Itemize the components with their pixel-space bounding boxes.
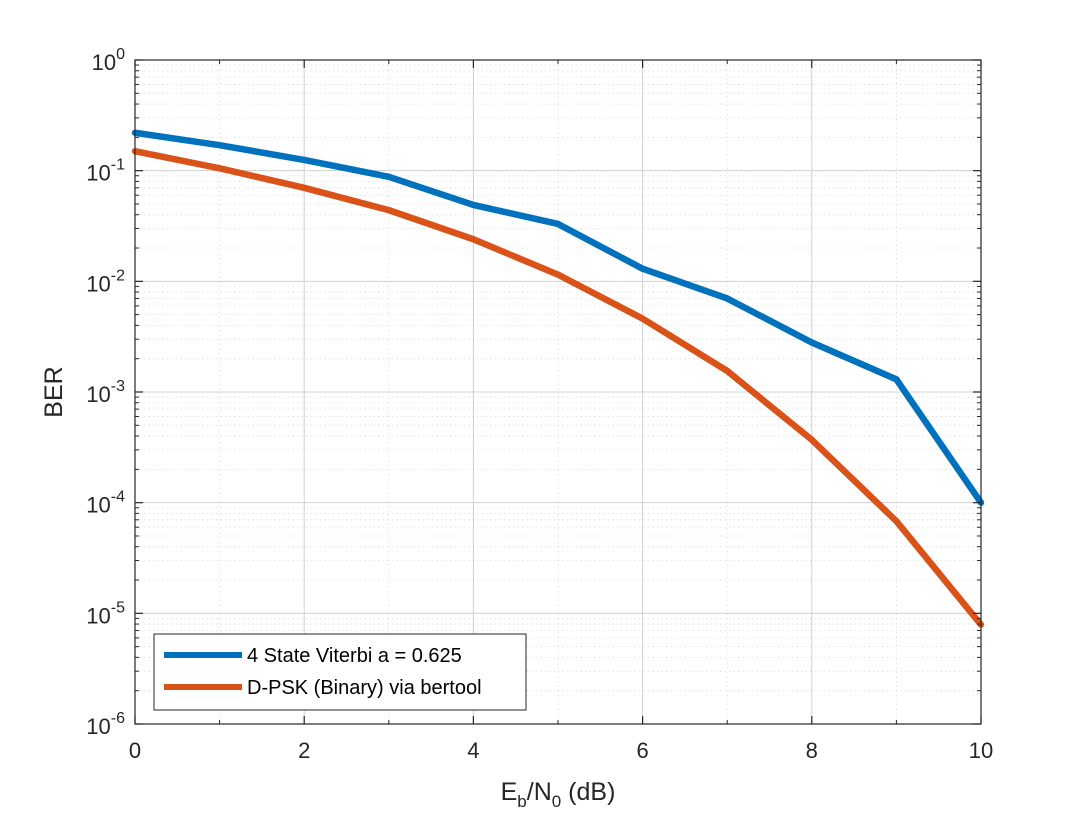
- legend-box: [153, 633, 527, 711]
- legend: 4 State Viterbi a = 0.625 D-PSK (Binary)…: [153, 633, 527, 711]
- data-point-dpsk: [216, 165, 223, 172]
- data-point-viterbi: [554, 220, 562, 228]
- data-point-dpsk: [893, 518, 900, 525]
- data-point-viterbi: [808, 339, 815, 346]
- y-axis-label: BER: [40, 366, 68, 417]
- data-point-dpsk: [639, 315, 646, 322]
- x-tick-label: 6: [636, 738, 648, 763]
- y-tick-label: 10-2: [86, 267, 125, 296]
- y-tick-label: 10-1: [86, 157, 125, 186]
- x-tick-labels: 0 2 4 6 8 10: [129, 738, 993, 763]
- minor-grid: [135, 60, 981, 724]
- y-tick-labels: 100 10-1 10-2 10-3 10-4 10-5 10-6: [86, 46, 125, 739]
- y-tick-label: 100: [92, 46, 125, 75]
- x-tick-label: 8: [806, 738, 818, 763]
- x-tick-label: 0: [129, 738, 141, 763]
- data-point-dpsk: [301, 184, 308, 192]
- y-tick-label: 10-6: [86, 710, 125, 739]
- x-tick-label: 10: [969, 738, 993, 763]
- y-tick-label: 10-5: [86, 599, 125, 628]
- x-tick-label: 4: [467, 738, 479, 763]
- data-point-dpsk: [385, 206, 392, 214]
- data-point-viterbi: [385, 173, 392, 181]
- legend-label-dpsk: D-PSK (Binary) via bertool: [247, 677, 482, 699]
- series-layer: [131, 129, 985, 628]
- x-tick-label: 2: [298, 738, 310, 763]
- data-point-viterbi: [639, 265, 646, 272]
- data-point-viterbi: [893, 376, 900, 383]
- data-point-viterbi: [724, 295, 731, 302]
- y-tick-label: 10-3: [86, 378, 125, 407]
- data-point-dpsk: [470, 236, 477, 243]
- data-point-viterbi: [216, 141, 223, 149]
- data-point-viterbi: [470, 201, 477, 209]
- data-point-viterbi: [301, 156, 308, 164]
- tick-marks: [134, 59, 982, 725]
- y-tick-label: 10-4: [86, 489, 125, 518]
- legend-label-viterbi: 4 State Viterbi a = 0.625: [247, 645, 462, 667]
- data-point-dpsk: [554, 271, 562, 278]
- x-axis-label: Eb/N0 (dB): [501, 778, 616, 811]
- data-point-dpsk: [724, 367, 731, 375]
- data-point-dpsk: [808, 436, 815, 443]
